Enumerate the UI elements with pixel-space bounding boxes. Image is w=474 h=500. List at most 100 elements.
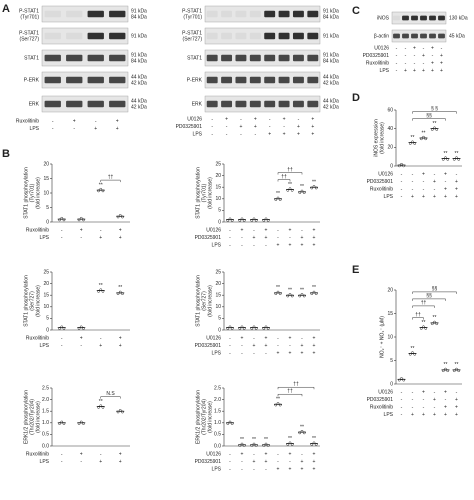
condition-sign: - <box>253 350 255 356</box>
blot-band <box>264 100 276 108</box>
condition-sign: + <box>119 335 122 341</box>
blot-background <box>41 27 129 45</box>
significance-mark: ** <box>276 285 280 291</box>
blot-band <box>221 54 233 62</box>
bracket <box>100 396 121 399</box>
blot-band <box>206 100 218 108</box>
y-tick-label: 20 <box>215 281 221 287</box>
y-tick-label: 0.5 <box>42 432 49 438</box>
y-tick-label: 2.5 <box>42 385 49 391</box>
condition-sign: + <box>265 235 268 241</box>
condition-sign: - <box>253 227 255 233</box>
blot-band <box>393 15 400 21</box>
y-tick-label: 15 <box>215 185 221 191</box>
condition-label: U0126 <box>378 389 393 395</box>
condition-label: PD0325901 <box>195 235 222 241</box>
condition-sign: + <box>80 451 83 457</box>
condition-sign: - <box>456 171 458 177</box>
y-tick-label: 20 <box>43 161 49 167</box>
condition-sign: - <box>100 451 102 457</box>
condition-sign: + <box>433 194 436 200</box>
condition-sign: - <box>301 227 303 233</box>
blot-band <box>87 76 104 84</box>
significance-mark: ** <box>455 362 459 368</box>
blot-band <box>292 32 304 40</box>
condition-sign: - <box>412 404 414 410</box>
condition-sign: + <box>313 242 316 248</box>
condition-label: U0126 <box>206 335 221 341</box>
condition-sign: - <box>396 68 398 74</box>
condition-sign: + <box>455 397 458 403</box>
blot-band <box>109 54 126 62</box>
y-tick-label: 10 <box>43 190 49 196</box>
blot-band <box>393 33 400 39</box>
condition-sign: - <box>289 459 291 465</box>
condition-sign: + <box>444 389 447 395</box>
condition-sign: - <box>52 126 54 132</box>
condition-sign: - <box>412 171 414 177</box>
condition-sign: - <box>401 412 403 418</box>
blot-band <box>307 54 319 62</box>
bracket <box>412 298 446 301</box>
condition-sign: - <box>211 116 213 122</box>
y-tick-label: 0 <box>390 381 393 387</box>
significance-mark: ** <box>276 191 280 197</box>
condition-sign: + <box>301 242 304 248</box>
condition-sign: + <box>455 179 458 185</box>
y-tick-label: 5 <box>218 316 221 322</box>
condition-sign: + <box>301 466 304 472</box>
condition-sign: - <box>401 389 403 395</box>
condition-label: PD0325901 <box>195 459 222 465</box>
condition-sign: + <box>313 235 316 241</box>
blot-band <box>206 54 218 62</box>
bracket <box>277 386 315 390</box>
y-tick-label: 5 <box>46 205 49 211</box>
condition-sign: + <box>440 68 443 74</box>
y-tick-label: 0.0 <box>214 443 221 449</box>
y-axis-label: (Ser727) <box>201 291 207 311</box>
condition-sign: - <box>434 171 436 177</box>
y-tick-label: 5 <box>390 358 393 364</box>
blot-kda: 91 kDa <box>323 52 339 58</box>
condition-sign: + <box>277 466 280 472</box>
blot-band <box>109 10 126 18</box>
condition-sign: - <box>229 335 231 341</box>
bracket-label: §§ <box>432 286 438 292</box>
y-axis-label: (fold increase) <box>379 122 385 154</box>
blot-background <box>204 5 321 23</box>
condition-sign: - <box>61 227 63 233</box>
blot-band <box>420 15 427 21</box>
significance-mark: ** <box>99 399 103 405</box>
condition-sign: + <box>311 124 314 130</box>
y-tick-label: 0 <box>390 163 393 169</box>
blot-background <box>204 71 321 89</box>
blot-band <box>44 100 61 108</box>
condition-sign: + <box>277 350 280 356</box>
condition-sign: + <box>301 350 304 356</box>
condition-sign: + <box>289 335 292 341</box>
condition-sign: - <box>434 389 436 395</box>
condition-label: U0126 <box>187 116 202 122</box>
condition-sign: - <box>423 60 425 66</box>
y-tick-label: 25 <box>215 269 221 275</box>
condition-sign: - <box>396 53 398 59</box>
condition-sign: + <box>444 194 447 200</box>
condition-sign: + <box>444 186 447 192</box>
condition-sign: + <box>119 459 122 465</box>
condition-sign: - <box>445 179 447 185</box>
bracket-label: †† <box>293 382 299 388</box>
condition-sign: + <box>289 451 292 457</box>
condition-sign: - <box>401 404 403 410</box>
condition-sign: + <box>297 131 300 137</box>
condition-sign: - <box>298 116 300 122</box>
significance-mark: ** <box>312 436 316 442</box>
blot-band <box>249 32 261 40</box>
blot-kda: 91 kDa <box>131 8 147 14</box>
blot-kda: 84 kDa <box>323 58 339 64</box>
y-tick-label: 10 <box>215 304 221 310</box>
blot-band <box>438 33 445 39</box>
condition-sign: + <box>253 459 256 465</box>
condition-sign: - <box>396 45 398 51</box>
blot-band <box>278 32 290 40</box>
condition-sign: - <box>100 335 102 341</box>
